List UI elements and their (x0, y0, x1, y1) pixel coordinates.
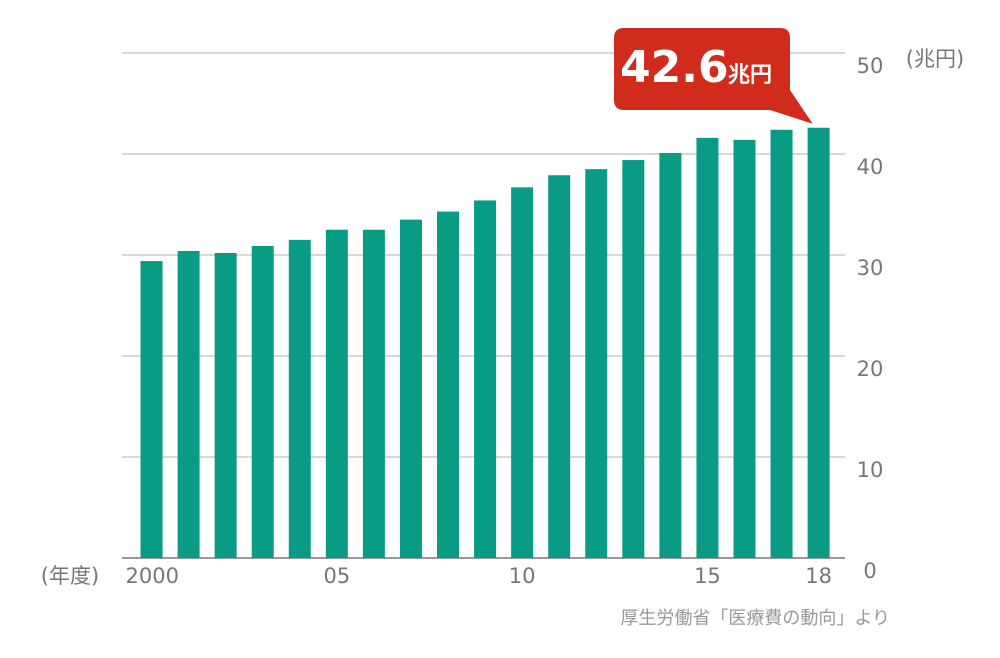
bar (288, 239, 311, 558)
y-unit-label: (兆円) (906, 47, 964, 71)
y-tick-label: 40 (857, 155, 884, 179)
y-tick-label: 20 (857, 357, 884, 381)
bar (659, 152, 682, 559)
bar (214, 252, 237, 559)
bar (770, 129, 793, 558)
value-label: 42.6 (620, 42, 729, 93)
bar (622, 160, 645, 558)
callout-unit: 兆円 (728, 63, 772, 88)
x-tick-label: 05 (323, 564, 350, 588)
bar (585, 169, 608, 558)
bar (399, 219, 422, 558)
bar (177, 250, 200, 558)
y-tick-label: 10 (857, 458, 884, 482)
callout-box (614, 28, 813, 124)
x-tick-label: 2000 (126, 564, 179, 588)
x-tick-label: 18 (805, 564, 832, 588)
bar (437, 211, 460, 558)
bar (325, 229, 348, 558)
bar (362, 229, 385, 558)
bar (733, 139, 756, 559)
bar (548, 175, 571, 558)
bar (511, 187, 534, 558)
y-tick-label: 50 (857, 54, 884, 78)
bar (251, 245, 274, 558)
y-tick-label: 0 (863, 559, 876, 583)
bar (807, 127, 830, 559)
bar (140, 261, 163, 558)
x-tick-label: 15 (694, 564, 721, 588)
bar (696, 137, 719, 558)
source: 厚生労働省「医療費の動向」より (620, 608, 890, 629)
y-tick-label: 30 (857, 256, 884, 280)
x-unit-label: (年度) (41, 564, 99, 588)
x-tick-label: 10 (509, 564, 536, 588)
bar (474, 200, 497, 558)
